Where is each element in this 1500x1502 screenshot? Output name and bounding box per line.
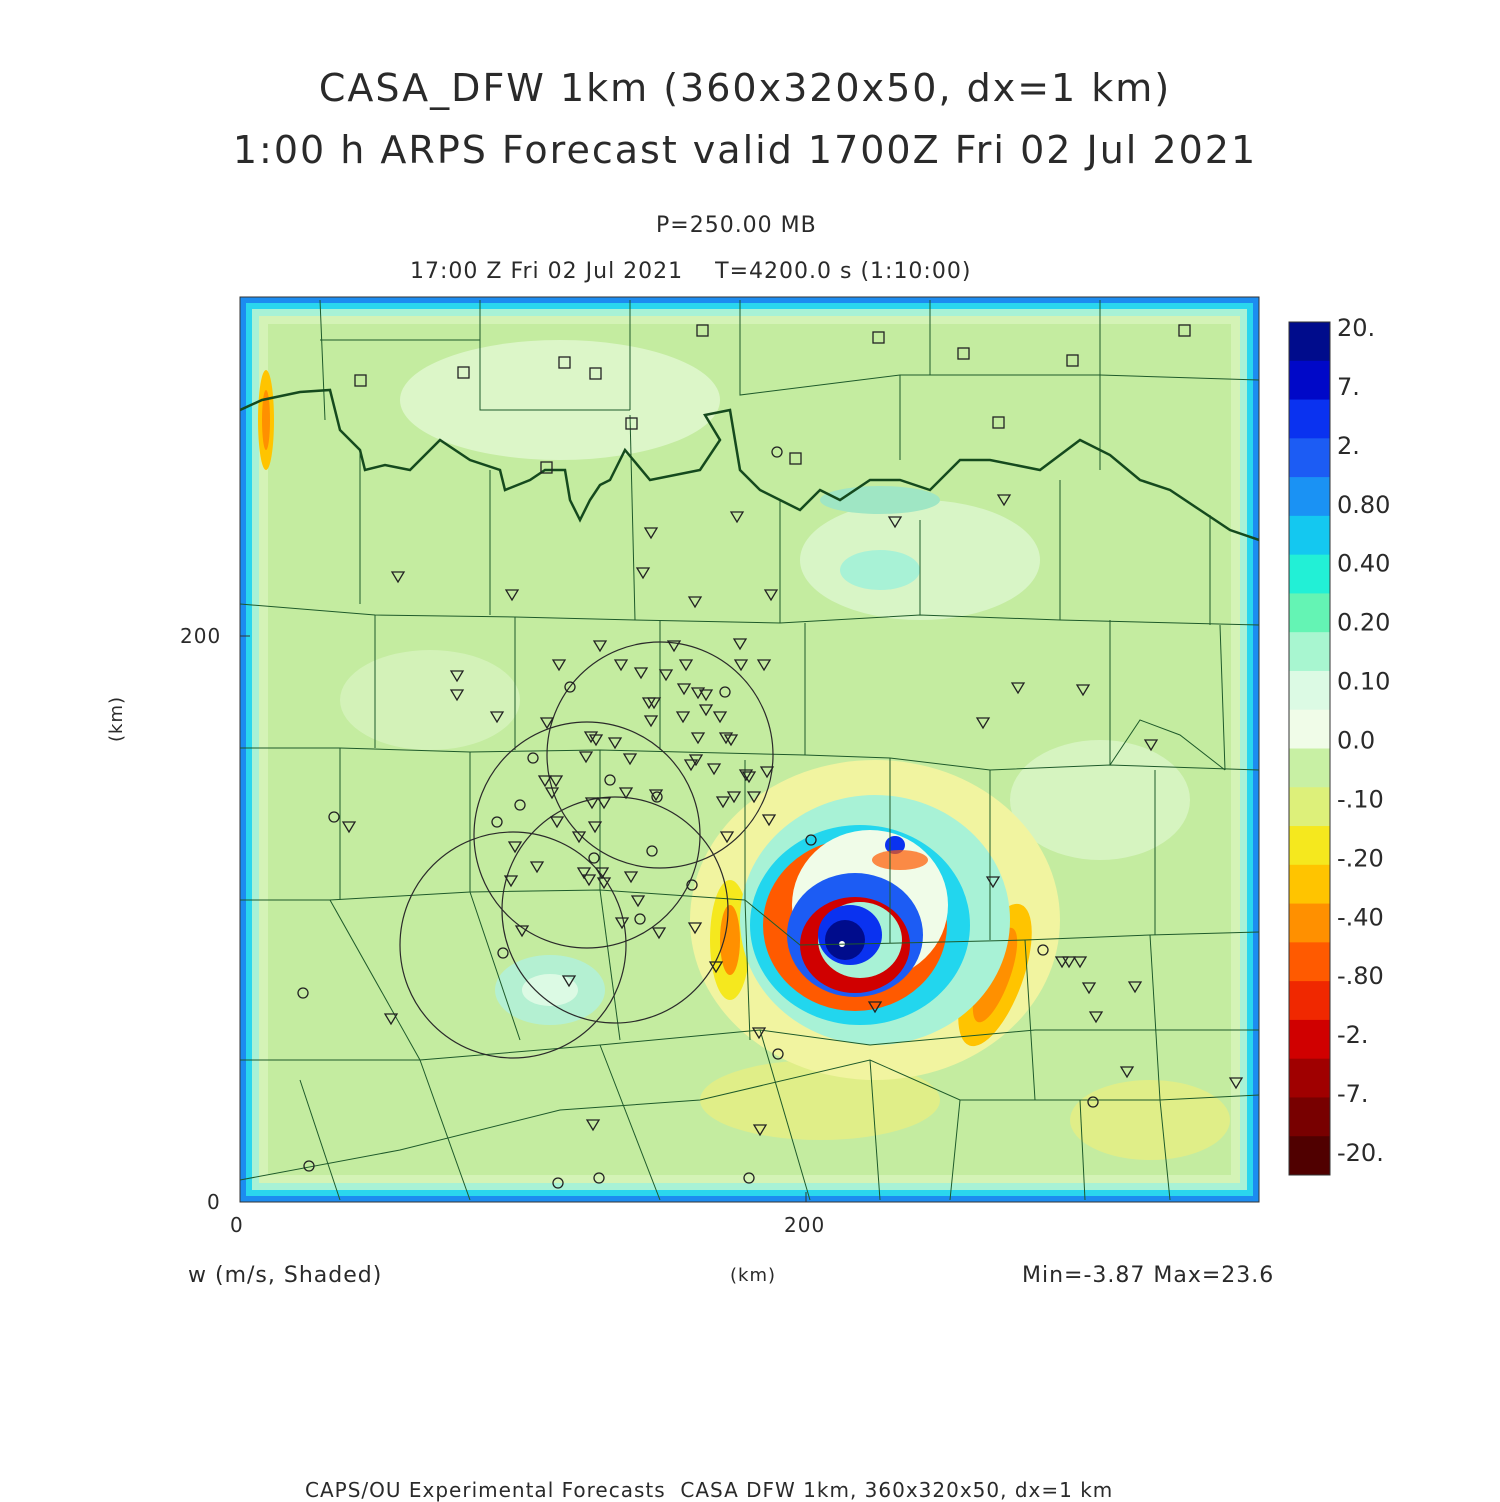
colorbar-label: -7. — [1337, 1080, 1369, 1108]
colorbar-label: -.80 — [1337, 962, 1384, 990]
colorbar-label: 0.40 — [1337, 550, 1390, 578]
colorbar-swatch — [1289, 593, 1330, 633]
colorbar-swatch — [1289, 1136, 1330, 1176]
county-boundaries — [240, 299, 1259, 1201]
pressure-level: P=250.00 MB — [656, 213, 817, 238]
red-river-state-border — [240, 388, 1259, 542]
station-markers — [297, 324, 1244, 1189]
colorbar-label: 2. — [1337, 432, 1360, 460]
colorbar-swatch — [1289, 748, 1330, 788]
title-line-2: 1:00 h ARPS Forecast valid 1700Z Fri 02 … — [232, 128, 1258, 172]
colorbar-swatch — [1289, 903, 1330, 943]
colorbar-label: 0.10 — [1337, 668, 1390, 696]
min-max-readout: Min=-3.87 Max=23.6 — [1022, 1263, 1275, 1288]
map-panel — [239, 296, 1260, 1203]
colorbar-swatch — [1289, 981, 1330, 1021]
colorbar-swatch — [1289, 632, 1330, 672]
colorbar-swatch — [1289, 826, 1330, 866]
colorbar-swatch — [1289, 864, 1330, 905]
colorbar-swatch — [1289, 322, 1330, 362]
colorbar-label: -.20 — [1337, 844, 1384, 872]
colorbar-swatch — [1289, 1019, 1330, 1060]
colorbar-swatch — [1289, 787, 1330, 827]
colorbar-label: 0.20 — [1337, 609, 1390, 637]
x-tick-0: 0 — [230, 1213, 244, 1237]
field-label: w (m/s, Shaded) — [188, 1263, 383, 1288]
colorbar-swatch — [1289, 942, 1330, 982]
valid-time: 17:00 Z Fri 02 Jul 2021 T=4200.0 s (1:10… — [410, 259, 972, 284]
radar-range-rings — [399, 641, 774, 1059]
colorbar-swatch — [1289, 399, 1330, 439]
x-axis-unit: (km) — [730, 1265, 777, 1286]
colorbar-swatch — [1289, 515, 1330, 556]
colorbar-swatch — [1289, 477, 1330, 517]
map-frame — [239, 296, 1260, 1203]
colorbar-swatch — [1289, 709, 1330, 749]
colorbar-label: -.40 — [1337, 903, 1384, 931]
colorbar-swatch — [1289, 1058, 1330, 1098]
colorbar-label: 7. — [1337, 373, 1360, 401]
colorbar-label: -.10 — [1337, 785, 1384, 813]
colorbar-label: 0.0 — [1337, 727, 1375, 755]
y-axis-unit: (km) — [106, 695, 127, 742]
footer-credit: CAPS/OU Experimental Forecasts CASA DFW … — [305, 1478, 1114, 1502]
colorbar-swatch — [1289, 438, 1330, 478]
x-tick-200: 200 — [784, 1213, 826, 1237]
colorbar-swatch — [1289, 670, 1330, 711]
colorbar-swatch — [1289, 1097, 1330, 1137]
colorbar-swatch — [1289, 360, 1330, 401]
y-tick-200: 200 — [180, 624, 222, 648]
colorbar-swatch — [1289, 554, 1330, 594]
title-line-1: CASA_DFW 1km (360x320x50, dx=1 km) — [318, 66, 1172, 110]
colorbar: 20. 7. 2. 0.80 0.40 0.20 0.10 0.0 -.10 -.20 -.40 -.… — [1288, 314, 1390, 1176]
y-tick-0: 0 — [207, 1190, 221, 1214]
colorbar-label: -20. — [1337, 1139, 1384, 1167]
axis-ticks — [239, 635, 807, 1203]
colorbar-label: 0.80 — [1337, 491, 1390, 519]
colorbar-label: -2. — [1337, 1021, 1369, 1049]
colorbar-label: 20. — [1337, 314, 1375, 342]
